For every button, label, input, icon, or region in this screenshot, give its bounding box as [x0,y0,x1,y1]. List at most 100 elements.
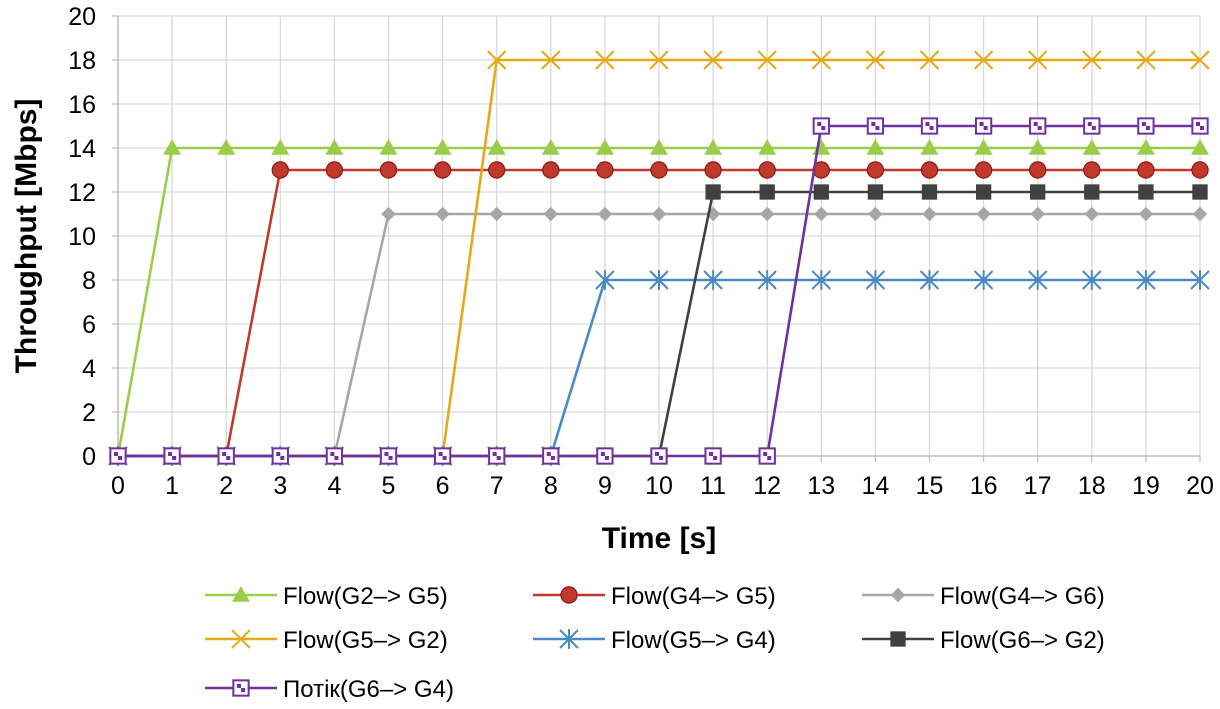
series-4-point-stroke-b [703,50,723,70]
series-2-point-shape [379,161,398,179]
legend-label: Потік(G6–> G4) [283,676,454,703]
series-7-point-fill-a [438,451,443,456]
series-1-point-shape [1136,139,1155,155]
legend-marker-fill-a [236,683,241,688]
x-tick-label: 9 [598,472,612,500]
series-7-point-fill-a [546,451,551,456]
series-2-point-shape [974,161,993,179]
series-3-point-shape [489,206,504,222]
series-7-point-fill-b [442,456,447,461]
legend-marker [232,586,250,602]
series-7-point-fill-b [334,456,339,461]
series-7-point-fill-a [168,451,173,456]
series-2-point-shape [650,161,668,179]
series-3-point-shape [705,206,721,222]
series-6-point-shape [813,184,829,200]
series-3-point-shape [868,206,883,222]
series-7-point [1083,117,1101,135]
legend-marker-fill-b [241,688,246,693]
series-4-point [649,50,669,70]
series-2-point-shape [1137,161,1155,179]
series-2-point [650,161,668,179]
series-6-point-shape [705,184,721,200]
legend-label: Flow(G5–> G4) [611,627,776,654]
series-area [108,50,1210,466]
series-6-point [1138,184,1154,200]
series-1 [109,139,1209,463]
tick-labels: 0 1 2 3 4 5 6 7 8 9 10 11 12 13 14 15 16 17 18 19 2002468101… [68,3,1214,500]
legend-item-1: Flow(G2–> G5) [205,583,448,610]
series-7-point-fill-b [875,126,880,131]
series-7-point-fill-a [979,121,984,126]
series-5-point [811,270,832,290]
legend-marker [232,679,250,697]
series-3-point-shape [814,206,829,222]
series-2-point [542,161,560,179]
series-7-point-fill-a [817,121,822,126]
series-3-point-shape [922,206,937,222]
series-3-point-shape [1138,206,1154,222]
series-6-point-shape [759,184,775,200]
series-7-point-fill-a [276,451,281,456]
legend-marker [231,629,251,649]
series-3-point [489,206,504,222]
grid [117,15,1201,457]
series-4-point-stroke-b [595,50,615,70]
series-2-point-shape [596,161,614,179]
series-7-point-fill-b [1145,126,1150,131]
legend-marker [560,586,578,604]
series-5-point [1082,270,1102,290]
series-1-point [541,139,560,155]
series-2-point [433,161,452,179]
series-4-point [1136,50,1156,70]
series-1-point-shape [595,139,614,155]
series-1-point [650,139,668,155]
series-7-point-fill-a [654,451,659,456]
legend: Flow(G2–> G5) Flow(G4–> G5) Flow(G4–> G6) F… [205,583,1105,703]
series-4-point-stroke-b [973,50,994,70]
series-2-point-shape [1083,161,1101,179]
series-2-point-shape [325,161,344,179]
series-7-point-fill-b [821,126,826,131]
series-2-point-shape [920,161,939,179]
series-6-point [1084,184,1100,200]
series-2-point [1191,161,1209,179]
series-6-point-shape [1030,184,1046,200]
series-4-point [1190,50,1210,70]
series-7-point-fill-a [384,451,389,456]
series-4-point [919,50,940,70]
series-7-point [1137,117,1155,135]
series-2-point-shape [758,161,776,179]
series-2-point [1137,161,1155,179]
x-tick-label: 4 [327,472,341,500]
series-7-point [650,447,668,465]
series-5-point [1027,270,1048,290]
series-1-point-shape [1082,139,1101,155]
series-5-point [757,270,777,290]
series-5-point [1190,270,1210,290]
series-4-point-stroke-b [541,50,561,70]
series-2-point-shape [433,161,452,179]
y-tick-label: 16 [68,91,96,119]
x-tick-label: 18 [1078,472,1106,500]
legend-marker-shape [560,586,578,604]
y-tick-label: 14 [68,135,96,163]
series-7-point-fill-b [1091,126,1096,131]
legend-item-4: Flow(G5–> G2) [205,627,448,654]
series-7-point-fill-a [492,451,497,456]
series-7-point-fill-a [925,121,930,126]
series-3-point-shape [1030,206,1045,222]
series-2-point-shape [1028,161,1047,179]
series-4-point-stroke-b [865,50,886,70]
series-7-point-fill-a [1033,121,1038,126]
series-7-point [1029,117,1047,135]
series-1-point [595,139,614,155]
series-4-point [1027,50,1048,70]
legend-label: Flow(G5–> G2) [283,627,448,654]
series-3-point-shape [1084,206,1099,222]
series-6-point-shape [867,184,884,200]
x-tick-label: 10 [645,472,673,500]
legend-marker-shape [890,587,906,603]
y-tick-label: 20 [68,3,96,31]
